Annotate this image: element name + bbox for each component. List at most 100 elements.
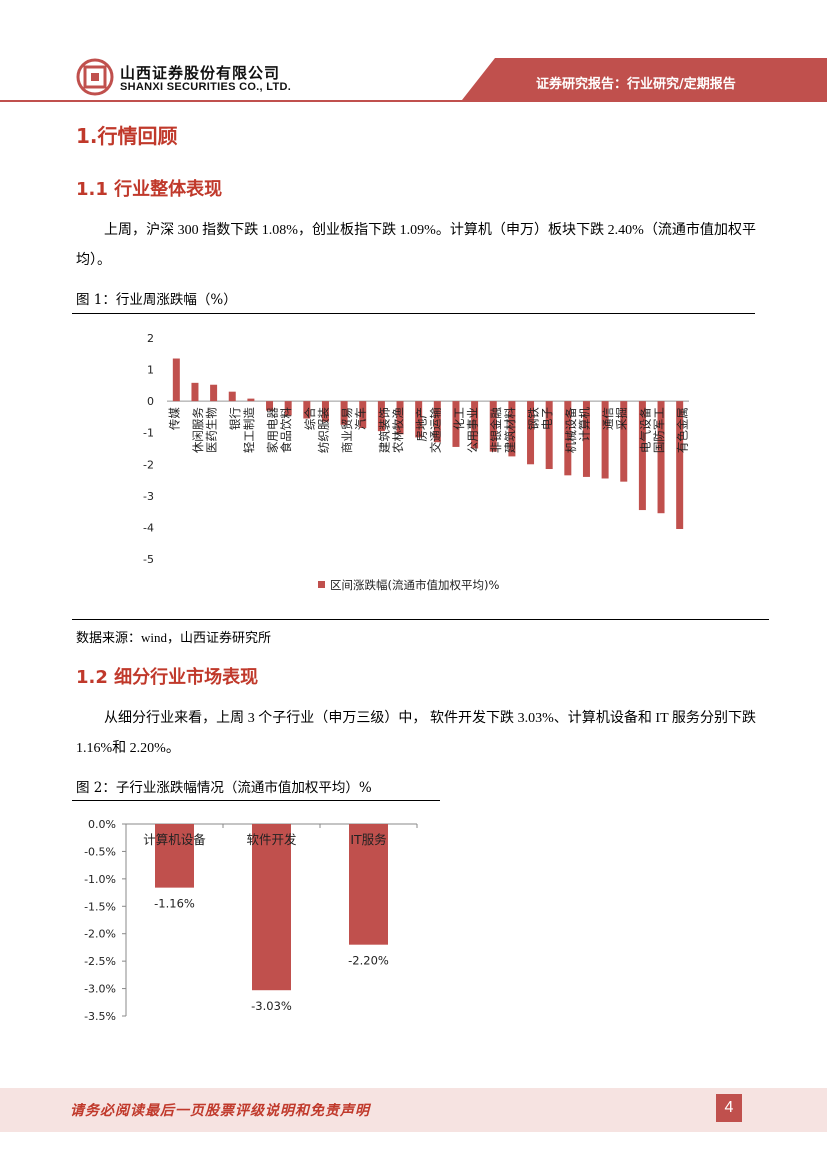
y-tick-label: -3.0% — [84, 983, 116, 996]
bar — [601, 401, 609, 479]
y-tick-label: -3 — [143, 490, 154, 503]
report-type: 证券研究报告：行业研究/定期报告 — [536, 77, 736, 92]
x-tick-label: 钢铁 — [527, 407, 541, 430]
x-tick-label: 农林牧渔 — [391, 407, 405, 453]
x-tick-label: 计算机 — [577, 407, 591, 442]
bar — [582, 401, 590, 477]
bar — [433, 401, 441, 443]
header-rule — [0, 100, 827, 102]
industry-weekly-change-chart: 2 1 0 -1 -2 -3 -4 -5 传媒 休闲服务 医药生物 银行 轻工制造 家用电器 食品饮料 综合纺… — [143, 332, 690, 592]
x-tick-label: 建筑装饰 — [377, 407, 391, 453]
figure-2-caption: 图 2：子行业涨跌幅情况（流通市值加权平均）% — [76, 780, 372, 796]
bar — [657, 401, 665, 514]
company-name-cn: 山西证券股份有限公司 — [120, 64, 281, 82]
y-tick-label: -5 — [143, 553, 154, 566]
x-tick-label: 电气设备 — [638, 407, 652, 453]
bar — [620, 401, 628, 482]
y-tick-label: 0.0% — [88, 818, 116, 831]
legend-label: 区间涨跌幅(流通市值加权平均)% — [330, 578, 499, 592]
bar — [508, 401, 516, 457]
bar — [452, 401, 460, 447]
y-tick-label: -2.5% — [84, 955, 116, 968]
x-tick-label: 软件开发 — [246, 832, 297, 847]
x-tick-label: 化工 — [452, 407, 466, 430]
x-tick-label: 商业贸易 — [340, 407, 354, 453]
footer-bar — [0, 1088, 827, 1132]
bar — [471, 401, 479, 449]
x-tick-label: 建筑材料 — [503, 407, 517, 453]
x-tick-label: 交通运输 — [428, 407, 442, 453]
figure-1-top-rule — [72, 313, 755, 314]
x-tick-label: 休闲服务 — [191, 407, 205, 453]
subsection-title-1-1: 1.1 行业整体表现 — [76, 179, 223, 200]
figure-1-bottom-rule — [72, 619, 769, 620]
page-number: 4 — [716, 1094, 742, 1122]
figure-1-caption: 图 1：行业周涨跌幅（%） — [76, 292, 237, 308]
bar — [527, 401, 535, 465]
y-tick-label: 0 — [147, 395, 154, 408]
bar — [396, 401, 404, 435]
figure-2-top-rule — [72, 800, 440, 801]
data-source: 数据来源：wind，山西证券研究所 — [76, 630, 272, 645]
bar — [247, 398, 255, 402]
y-tick-label: -2.0% — [84, 928, 116, 941]
y-tick-label: 1 — [147, 364, 154, 377]
x-tick-label: 电子 — [540, 407, 554, 430]
data-label: -1.16% — [154, 897, 195, 911]
bar — [210, 384, 218, 402]
y-tick-label: -1.5% — [84, 900, 116, 913]
header-banner — [462, 58, 827, 100]
x-tick-label: 有色金属 — [676, 407, 690, 453]
y-tick-label: -4 — [143, 521, 154, 534]
x-tick-label: 家用电器 — [266, 407, 280, 453]
bar — [359, 401, 367, 428]
bar — [545, 401, 553, 470]
bar — [415, 401, 423, 438]
bar — [676, 401, 684, 530]
x-tick-label: 机械设备 — [564, 407, 578, 453]
legend-swatch — [318, 581, 325, 588]
bar — [284, 401, 292, 416]
y-tick-label: -0.5% — [84, 845, 116, 858]
bar — [489, 401, 497, 452]
y-tick-label: -2 — [143, 458, 154, 471]
company-name-en: SHANXI SECURITIES CO., LTD. — [120, 81, 292, 93]
company-logo-icon — [76, 58, 114, 96]
x-tick-label: IT服务 — [350, 832, 386, 847]
x-tick-label: 银行 — [228, 407, 242, 430]
x-tick-label: 非银金融 — [489, 407, 503, 453]
bar — [191, 382, 199, 402]
x-tick-label: 医药生物 — [205, 407, 219, 453]
x-tick-label: 汽车 — [354, 407, 368, 430]
x-tick-label: 采掘 — [615, 407, 629, 430]
bar — [349, 824, 388, 945]
bar — [303, 401, 311, 419]
bar — [266, 401, 274, 411]
paragraph-1-2: 从细分行业来看，上周 3 个子行业（申万三级）中， 软件开发下跌 3.03%、计… — [76, 711, 756, 756]
section-title: 1.行情回顾 — [76, 124, 178, 148]
x-tick-label: 纺织服装 — [316, 407, 330, 453]
subindustry-change-chart: 0.0% -0.5% -1.0% -1.5% -2.0% -2.5% -3.0% -3.5% -… — [84, 818, 418, 1023]
x-tick-label: 食品饮料 — [279, 407, 293, 453]
x-tick-label: 计算机设备 — [143, 832, 206, 847]
bar — [340, 401, 348, 425]
x-tick-label: 房地产 — [415, 407, 429, 442]
bar — [638, 401, 646, 511]
y-tick-label: -3.5% — [84, 1010, 116, 1023]
x-tick-label: 传媒 — [167, 407, 181, 430]
bar — [377, 401, 385, 432]
footer-disclaimer: 请务必阅读最后一页股票评级说明和免责声明 — [70, 1103, 370, 1119]
y-tick-label: 2 — [147, 332, 154, 345]
data-label: -2.20% — [348, 954, 389, 968]
x-tick-label: 通信 — [601, 407, 615, 430]
x-tick-label: 轻工制造 — [242, 407, 256, 453]
y-tick-label: -1.0% — [84, 873, 116, 886]
x-tick-label: 综合 — [303, 407, 317, 430]
bar — [172, 358, 180, 402]
bar — [155, 824, 194, 888]
x-tick-label: 公用事业 — [466, 407, 480, 453]
data-label: -3.03% — [251, 999, 292, 1013]
subsection-title-1-2: 1.2 细分行业市场表现 — [76, 667, 259, 688]
bar — [228, 391, 236, 402]
bar — [321, 401, 329, 422]
